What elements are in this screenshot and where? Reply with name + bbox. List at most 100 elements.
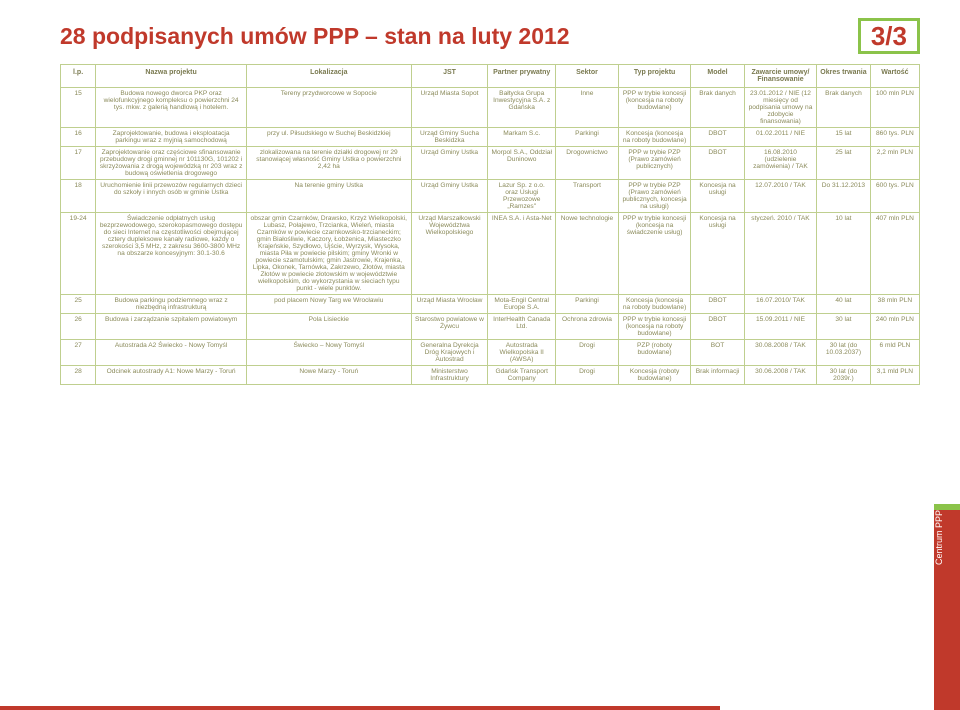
cell: Parkingi — [556, 128, 619, 147]
cell: Urząd Marszałkowski Województwa Wielkopo… — [411, 213, 488, 295]
cell: 240 mln PLN — [870, 314, 919, 340]
cell: Lazur Sp. z o.o. oraz Usługi Przewozowe … — [488, 180, 556, 213]
cell: 38 mln PLN — [870, 295, 919, 314]
cell: Urząd Miasta Wrocław — [411, 295, 488, 314]
cell: Ochrona zdrowia — [556, 314, 619, 340]
cell: PPP w trybie koncesji (koncesja na robot… — [618, 314, 690, 340]
cell: Brak danych — [817, 88, 871, 128]
cell: PPP w trybie PZP (Prawo zamówień publicz… — [618, 180, 690, 213]
cell: pod placem Nowy Targ we Wrocławiu — [246, 295, 411, 314]
page-title: 28 podpisanych umów PPP – stan na luty 2… — [60, 23, 570, 50]
cell: Urząd Gminy Ustka — [411, 180, 488, 213]
cell: zlokalizowana na terenie działki drogowe… — [246, 147, 411, 180]
col-header: Model — [691, 65, 745, 88]
cell: 15.09.2011 / NIE — [744, 314, 816, 340]
cell: 16.08.2010 (udzielenie zamówienia) / TAK — [744, 147, 816, 180]
cell: 30.06.2008 / TAK — [744, 366, 816, 385]
cell: PPP w trybie koncesji (koncesja na robot… — [618, 88, 690, 128]
col-header: l.p. — [61, 65, 96, 88]
cell: 100 mln PLN — [870, 88, 919, 128]
cell: 23.01.2012 / NIE (12 miesięcy od podpisa… — [744, 88, 816, 128]
cell: Urząd Gminy Ustka — [411, 147, 488, 180]
table-row: 27Autostrada A2 Świecko - Nowy TomyślŚwi… — [61, 340, 920, 366]
cell: Brak informacji — [691, 366, 745, 385]
cell: Autostrada A2 Świecko - Nowy Tomyśl — [96, 340, 247, 366]
cell: 30 lat (do 2039r.) — [817, 366, 871, 385]
cell: Odcinek autostrady A1: Nowe Marzy - Toru… — [96, 366, 247, 385]
cell: Na terenie gminy Ustka — [246, 180, 411, 213]
cell: Koncesja na usługi — [691, 213, 745, 295]
cell: 16.07.2010/ TAK — [744, 295, 816, 314]
table-row: 17Zaprojektowanie oraz częściowe sfinans… — [61, 147, 920, 180]
cell: Koncesja (roboty budowlane) — [618, 366, 690, 385]
cell: Drogi — [556, 340, 619, 366]
cell: Parkingi — [556, 295, 619, 314]
cell: 30.08.2008 / TAK — [744, 340, 816, 366]
cell: Morpol S.A., Oddział Duninowo — [488, 147, 556, 180]
cell: Budowa i zarządzanie szpitalem powiatowy… — [96, 314, 247, 340]
cell: Budowa parkingu podziemnego wraz z niezb… — [96, 295, 247, 314]
cell: Świadczenie odpłatnych usług bezprzewodo… — [96, 213, 247, 295]
cell: 10 lat — [817, 213, 871, 295]
cell: 25 lat — [817, 147, 871, 180]
cell: Nowe Marzy - Toruń — [246, 366, 411, 385]
col-header: Typ projektu — [618, 65, 690, 88]
table-row: 15Budowa nowego dworca PKP oraz wielofun… — [61, 88, 920, 128]
cell: Bałtycka Grupa Inwestycyjna S.A. z Gdańs… — [488, 88, 556, 128]
cell: Drogi — [556, 366, 619, 385]
cell: 16 — [61, 128, 96, 147]
cell: BOT — [691, 340, 745, 366]
table-row: 16Zaprojektowanie, budowa i eksploatacja… — [61, 128, 920, 147]
cell: Ministerstwo Infrastruktury — [411, 366, 488, 385]
cell: 15 lat — [817, 128, 871, 147]
cell: 19-24 — [61, 213, 96, 295]
col-header: Wartość — [870, 65, 919, 88]
cell: Koncesja (koncesja na roboty budowlane) — [618, 295, 690, 314]
col-header: Sektor — [556, 65, 619, 88]
cell: Urząd Gminy Sucha Beskidzka — [411, 128, 488, 147]
cell: 26 — [61, 314, 96, 340]
cell: Starostwo powiatowe w Żywcu — [411, 314, 488, 340]
cell: 18 — [61, 180, 96, 213]
cell: Inne — [556, 88, 619, 128]
table-row: 28Odcinek autostrady A1: Nowe Marzy - To… — [61, 366, 920, 385]
cell: 01.02.2011 / NIE — [744, 128, 816, 147]
cell: Generalna Dyrekcja Dróg Krajowych i Auto… — [411, 340, 488, 366]
cell: PZP (roboty budowlane) — [618, 340, 690, 366]
ppp-table: l.p.Nazwa projektuLokalizacjaJSTPartner … — [60, 64, 920, 385]
cell: PPP w trybie koncesji (koncesja na świad… — [618, 213, 690, 295]
cell: Urząd Miasta Sopot — [411, 88, 488, 128]
cell: Tereny przydworcowe w Sopocie — [246, 88, 411, 128]
cell: 600 tys. PLN — [870, 180, 919, 213]
cell: Świecko – Nowy Tomyśl — [246, 340, 411, 366]
table-row: 19-24Świadczenie odpłatnych usług bezprz… — [61, 213, 920, 295]
cell: styczeń. 2010 / TAK — [744, 213, 816, 295]
cell: PPP w trybie PZP (Prawo zamówień publicz… — [618, 147, 690, 180]
cell: Do 31.12.2013 — [817, 180, 871, 213]
cell: 12.07.2010 / TAK — [744, 180, 816, 213]
cell: Zaprojektowanie, budowa i eksploatacja p… — [96, 128, 247, 147]
col-header: Partner prywatny — [488, 65, 556, 88]
cell: Autostrada Wielkopolska II (AWSA) — [488, 340, 556, 366]
footer-line — [0, 706, 720, 710]
cell: Markam S.c. — [488, 128, 556, 147]
col-header: Nazwa projektu — [96, 65, 247, 88]
cell: Gdańsk Transport Company — [488, 366, 556, 385]
cell: obszar gmin Czarnków, Drawsko, Krzyż Wie… — [246, 213, 411, 295]
cell: DBOT — [691, 295, 745, 314]
cell: 407 mln PLN — [870, 213, 919, 295]
cell: Drogownictwo — [556, 147, 619, 180]
cell: 17 — [61, 147, 96, 180]
table-row: 25Budowa parkingu podziemnego wraz z nie… — [61, 295, 920, 314]
cell: 2,2 mln PLN — [870, 147, 919, 180]
col-header: Lokalizacja — [246, 65, 411, 88]
cell: InterHealth Canada Ltd. — [488, 314, 556, 340]
cell: INEA S.A. i Asta-Net — [488, 213, 556, 295]
cell: DBOT — [691, 314, 745, 340]
cell: Zaprojektowanie oraz częściowe sfinansow… — [96, 147, 247, 180]
col-header: Zawarcie umowy/ Finansowanie — [744, 65, 816, 88]
col-header: JST — [411, 65, 488, 88]
cell: 28 — [61, 366, 96, 385]
cell: 6 mld PLN — [870, 340, 919, 366]
cell: Budowa nowego dworca PKP oraz wielofunkc… — [96, 88, 247, 128]
